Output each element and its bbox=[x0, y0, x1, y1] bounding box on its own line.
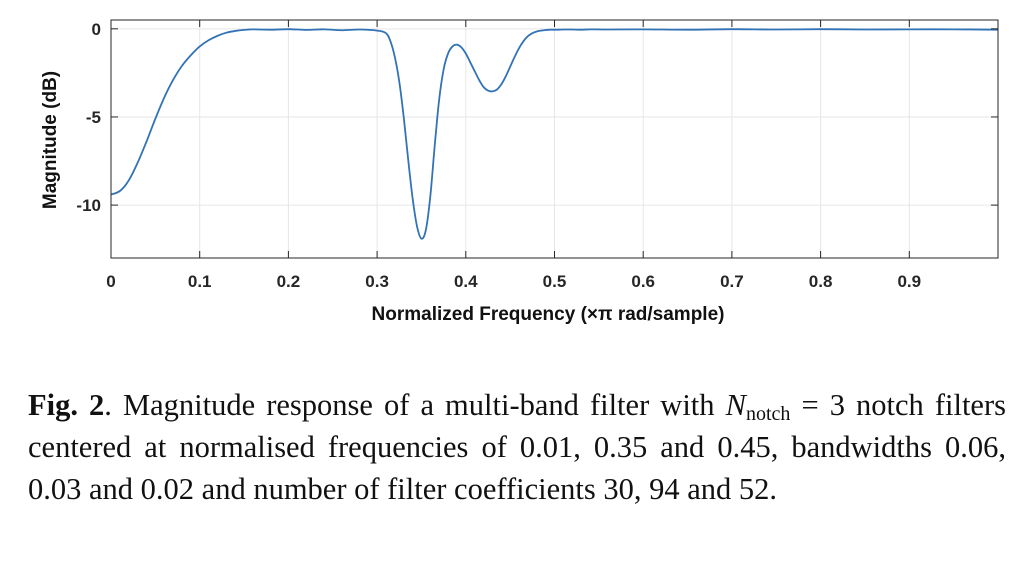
caption-math-n: N bbox=[725, 388, 746, 422]
x-tick-label-9: 0.9 bbox=[897, 272, 921, 291]
y-tick-label-0: 0 bbox=[92, 20, 101, 39]
figure-number: Fig. 2 bbox=[28, 388, 105, 422]
tick-marks bbox=[110, 20, 998, 258]
x-tick-label-3: 0.3 bbox=[365, 272, 389, 291]
series-line-0 bbox=[110, 28, 999, 240]
x-tick-label-6: 0.6 bbox=[631, 272, 655, 291]
y-tick-label-1: -5 bbox=[86, 108, 101, 127]
caption-text-part-2: = 3 notch filters centered at normalised… bbox=[28, 388, 1006, 506]
plot-area bbox=[110, 28, 999, 240]
x-axis-label: Normalized Frequency (×π rad/sample) bbox=[372, 304, 725, 325]
x-tick-label-2: 0.2 bbox=[277, 272, 301, 291]
y-axis-label: Magnitude (dB) bbox=[40, 71, 61, 209]
x-tick-label-8: 0.8 bbox=[809, 272, 833, 291]
x-tick-labels: 0 0.1 0.2 0.3 0.4 0.5 0.6 0.7 0.8 0.9 bbox=[106, 272, 921, 291]
y-tick-labels: 0 -5 -10 bbox=[76, 20, 101, 215]
x-tick-label-5: 0.5 bbox=[543, 272, 567, 291]
magnitude-response-chart: 0 0.1 0.2 0.3 0.4 0.5 0.6 0.7 0.8 0.9 0 -5 -10 Norm… bbox=[40, 19, 999, 325]
y-tick-label-2: -10 bbox=[76, 196, 101, 215]
caption-math-subscript: notch bbox=[745, 403, 791, 425]
figure-caption: Fig. 2. Magnitude response of a multi-ba… bbox=[28, 384, 1006, 510]
grid-lines bbox=[111, 20, 998, 258]
x-tick-label-0: 0 bbox=[106, 272, 115, 291]
x-tick-label-4: 0.4 bbox=[454, 272, 478, 291]
x-tick-label-7: 0.7 bbox=[720, 272, 744, 291]
x-tick-label-1: 0.1 bbox=[188, 272, 212, 291]
caption-text-part-1: . Magnitude response of a multi-band fil… bbox=[104, 388, 726, 422]
